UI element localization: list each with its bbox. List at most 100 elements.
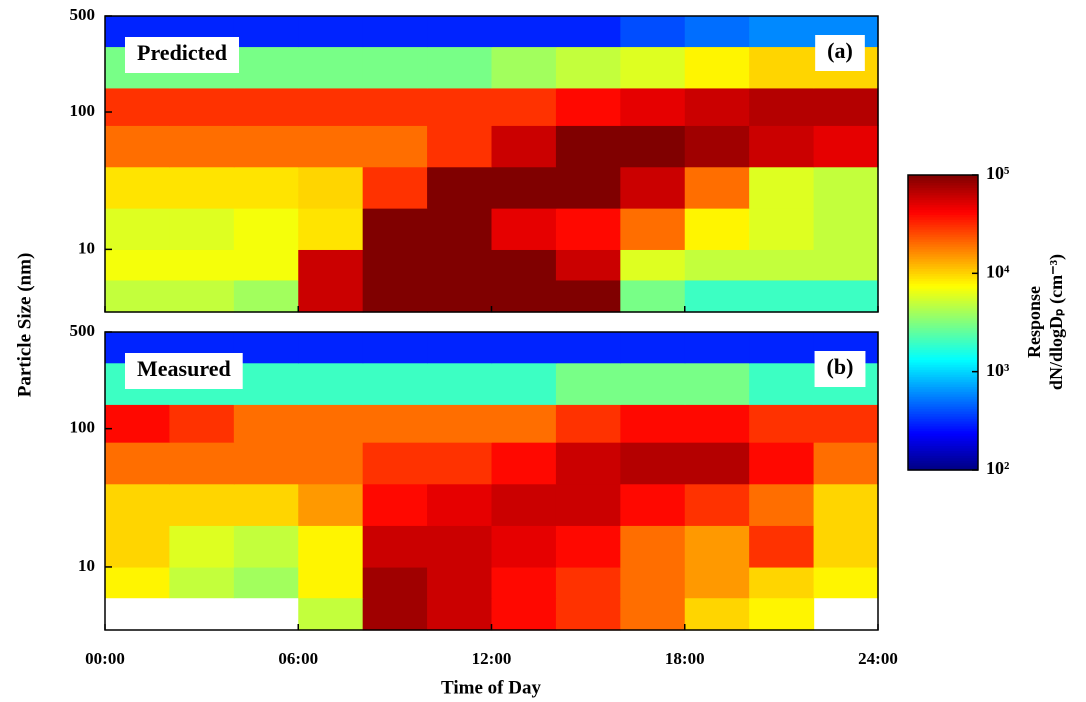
colorbar-segment [908, 447, 978, 451]
y-axis-label: Particle Size (nm) [14, 253, 35, 398]
heatmap-cell [233, 442, 299, 485]
heatmap-cell [233, 404, 299, 443]
colorbar-segment [908, 278, 978, 282]
heatmap-cell [169, 87, 235, 126]
heatmap-cell [684, 525, 750, 568]
heatmap-cell [684, 16, 750, 48]
colorbar-segment [908, 224, 978, 228]
colorbar-segment [908, 226, 978, 230]
colorbar-tick-label: 10³ [986, 360, 1010, 380]
heatmap-cell [105, 125, 171, 168]
colorbar-segment [908, 398, 978, 402]
heatmap-cell [233, 525, 299, 568]
heatmap-cell [620, 597, 686, 631]
heatmap-cell [427, 597, 493, 631]
colorbar-segment [908, 231, 978, 235]
heatmap-cell [298, 166, 364, 209]
heatmap-cell [620, 483, 686, 526]
colorbar-segment [908, 320, 978, 324]
heatmap-cell [749, 279, 815, 313]
heatmap-cell [298, 525, 364, 568]
panel-label-box [814, 351, 866, 387]
colorbar-segment [908, 251, 978, 255]
heatmap-cell [684, 279, 750, 313]
colorbar-segment [908, 413, 978, 417]
y-tick-label: 10 [78, 238, 95, 257]
panel-label-box [815, 35, 865, 71]
heatmap-cell [362, 483, 428, 526]
heatmap-cell [813, 442, 879, 485]
heatmap-cell [620, 125, 686, 168]
heatmap-cell [684, 566, 750, 599]
heatmap-cell [233, 249, 299, 281]
heatmap-cell [749, 362, 815, 405]
heatmap-cell [105, 483, 171, 526]
heatmap-cell [684, 249, 750, 281]
heatmap-cell [555, 125, 621, 168]
heatmap-cell [362, 362, 428, 405]
heatmap-cell [233, 46, 299, 89]
colorbar-segment [908, 430, 978, 434]
colorbar-segment [908, 388, 978, 392]
colorbar-segment [908, 293, 978, 297]
colorbar-segment [908, 270, 978, 274]
heatmap-cell [427, 566, 493, 599]
colorbar-segment [908, 403, 978, 407]
colorbar-label: dN/dlogDₚ (cm⁻³) [1046, 254, 1067, 390]
heatmap-cell [298, 566, 364, 599]
colorbar-segment [908, 206, 978, 211]
heatmap-cell [684, 125, 750, 168]
heatmap-cell [427, 362, 493, 405]
colorbar-segment [908, 322, 978, 326]
heatmap-cell [749, 125, 815, 168]
heatmap-cell [491, 442, 557, 485]
heatmap-cell [684, 166, 750, 209]
heatmap-cell [620, 404, 686, 443]
heatmap-cell [298, 404, 364, 443]
heatmap-cell [298, 249, 364, 281]
heatmap-cell [427, 279, 493, 313]
heatmap-cell [169, 525, 235, 568]
heatmap-cell [362, 566, 428, 599]
heatmap-cell [362, 208, 428, 250]
colorbar-segment [908, 359, 978, 363]
heatmap-cell [684, 362, 750, 405]
colorbar-segment [908, 175, 978, 179]
heatmap-cell [362, 404, 428, 443]
colorbar-segment [908, 415, 978, 419]
heatmap-cell [555, 483, 621, 526]
heatmap-cell [749, 87, 815, 126]
heatmap-cell [362, 597, 428, 631]
colorbar-segment [908, 182, 978, 186]
colorbar-segment [908, 297, 978, 301]
heatmap-cell [555, 166, 621, 209]
colorbar-segment [908, 332, 978, 336]
heatmap-cell [684, 404, 750, 443]
heatmap-cell [105, 566, 171, 599]
heatmap-cell [749, 566, 815, 599]
heatmap-cell [233, 483, 299, 526]
heatmap-cell [362, 442, 428, 485]
heatmap-cell [813, 404, 879, 443]
heatmap-cell [555, 279, 621, 313]
colorbar-segment [908, 265, 978, 270]
heatmap-cell [813, 249, 879, 281]
heatmap-cell [427, 442, 493, 485]
heatmap-cell [555, 87, 621, 126]
heatmap-cell [491, 404, 557, 443]
heatmap-cell [555, 362, 621, 405]
heatmap-cell [169, 166, 235, 209]
colorbar-segment [908, 428, 978, 432]
colorbar-segment [908, 192, 978, 196]
colorbar-frame [907, 174, 979, 471]
colorbar-segment [908, 452, 978, 456]
colorbar-segment [908, 327, 978, 331]
colorbar-segment [908, 280, 978, 284]
colorbar-segment [908, 199, 978, 203]
y-tick-label: 100 [70, 418, 96, 437]
heatmap-cell [169, 442, 235, 485]
heatmap-cell [813, 125, 879, 168]
heatmap-cell [298, 279, 364, 313]
heatmap-cell [169, 249, 235, 281]
